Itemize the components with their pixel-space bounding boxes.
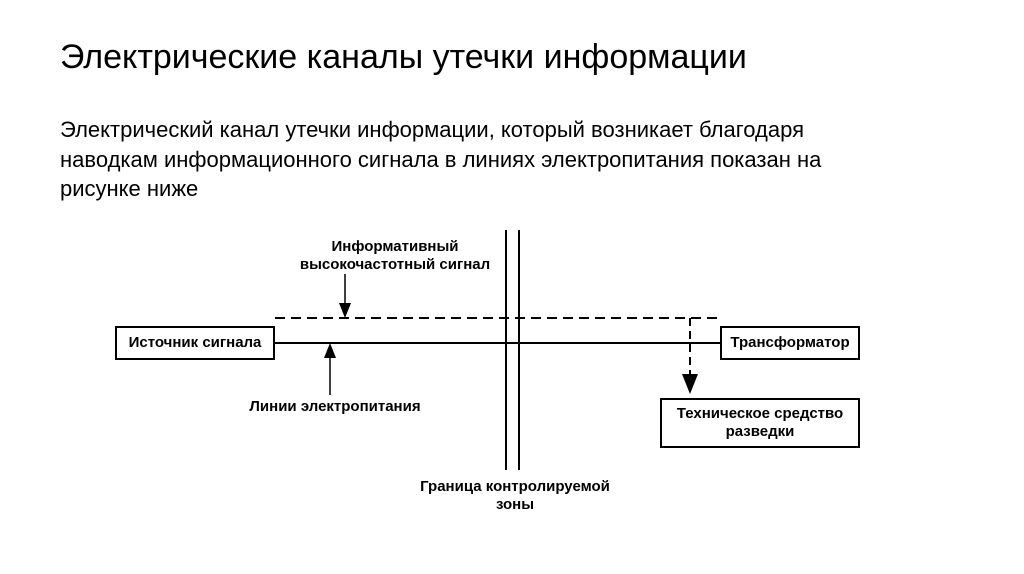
label-power-line: Линии электропитания bbox=[235, 398, 435, 416]
node-recon-label: Техническое средство разведки bbox=[672, 405, 848, 441]
node-source-label: Источник сигнала bbox=[129, 334, 262, 352]
label-zone-border: Граница контролируемой зоны bbox=[415, 478, 615, 514]
node-transformer: Трансформатор bbox=[720, 326, 860, 360]
label-hf-signal: Информативный высокочастотный сигнал bbox=[280, 238, 510, 274]
page-description: Электрический канал утечки информации, к… bbox=[60, 115, 900, 204]
node-source: Источник сигнала bbox=[115, 326, 275, 360]
page-title: Электрические каналы утечки информации bbox=[60, 38, 747, 77]
node-transformer-label: Трансформатор bbox=[730, 334, 849, 352]
leakage-diagram: Источник сигнала Трансформатор Техническ… bbox=[0, 230, 1024, 560]
node-recon: Техническое средство разведки bbox=[660, 398, 860, 448]
